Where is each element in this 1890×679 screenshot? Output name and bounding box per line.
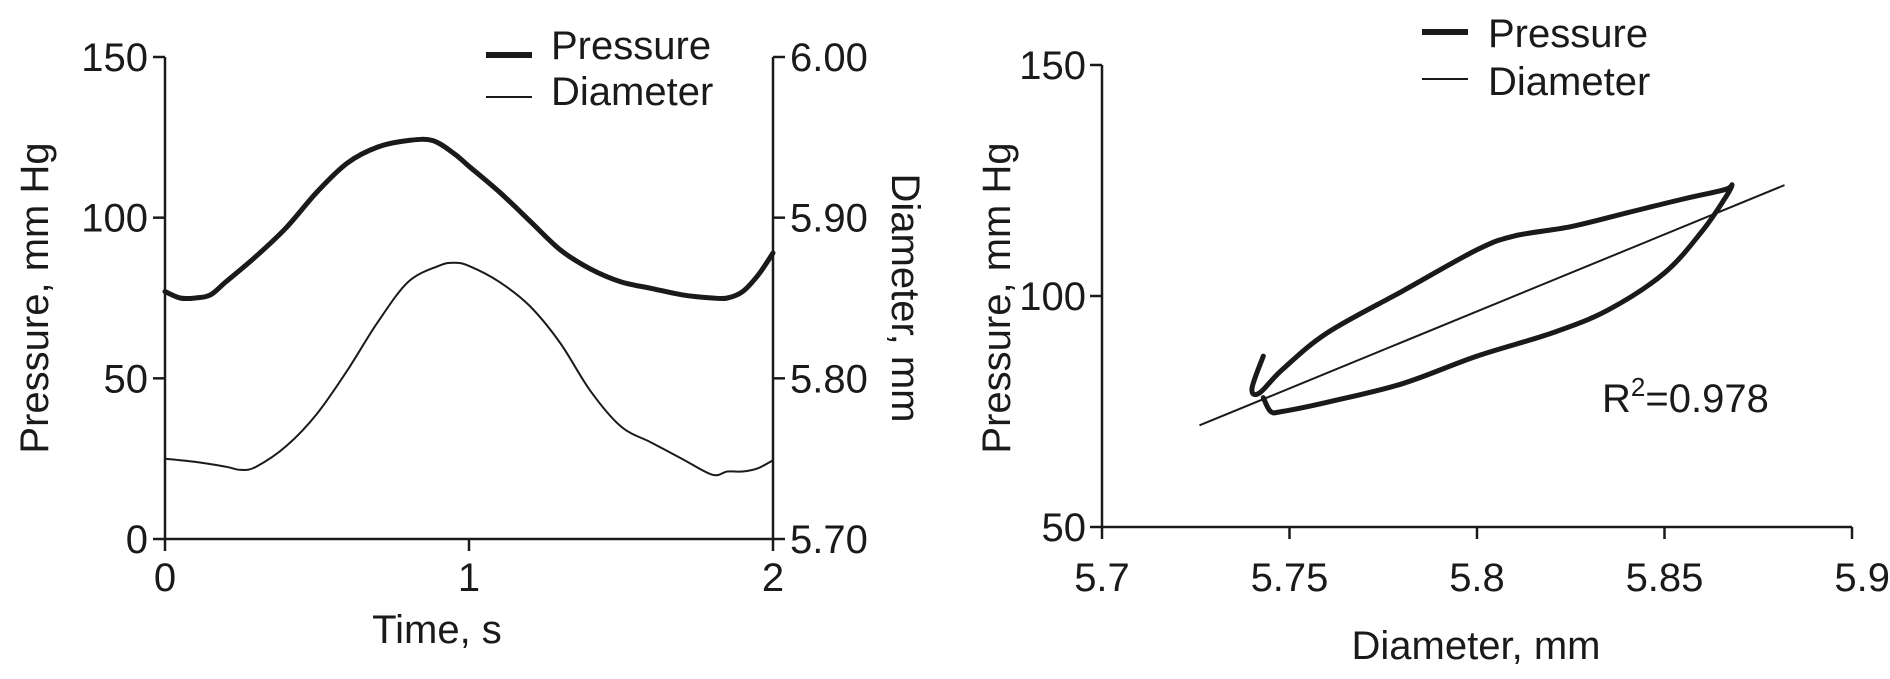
right-x-tick-label: 5.85: [1626, 556, 1704, 600]
right-y-axis-label: Pressure, mm Hg: [975, 142, 1019, 453]
pressure-diameter-loop: [1249, 182, 1735, 416]
r-squared-value: =0.978: [1645, 377, 1768, 421]
left-series: [162, 136, 776, 477]
left-y-tick-label: 150: [81, 36, 148, 80]
r-squared-prefix: R: [1602, 377, 1631, 421]
right-y-tick-label: 50: [1042, 506, 1087, 550]
left-y-tick-label: 50: [104, 357, 149, 401]
right-chart: 50 100 150 5.7 5.75 5.8 5.85 5.9 Diameter, mm P…: [975, 12, 1890, 668]
right-x-tick-label: 5.7: [1074, 556, 1130, 600]
left-y-tick-label: 100: [81, 197, 148, 241]
legend-pressure-label-right: Pressure: [1488, 12, 1648, 56]
left-y2-tick-label: 5.70: [790, 518, 868, 562]
left-y2-tick-label: 5.80: [790, 357, 868, 401]
left-x-tick-label: 1: [458, 556, 480, 600]
pressure-series-line: [162, 136, 776, 302]
right-plot-frame: [1100, 65, 1852, 529]
left-x-tick-label: 2: [762, 556, 784, 600]
left-x-axis-label: Time, s: [372, 608, 502, 652]
left-y2-axis-label: Diameter, mm: [883, 174, 927, 423]
right-axis-ticks: 50 100 150 5.7 5.75 5.8 5.85 5.9: [1019, 44, 1890, 600]
legend-pressure-label: Pressure: [551, 24, 711, 68]
left-x-tick-label: 0: [154, 556, 176, 600]
legend-diameter-label: Diameter: [551, 70, 713, 114]
right-y-tick-label: 150: [1019, 44, 1086, 88]
left-y-axis-label: Pressure, mm Hg: [13, 142, 57, 453]
legend-diameter-label-right: Diameter: [1488, 60, 1650, 104]
left-legend: Pressure Diameter: [486, 24, 713, 114]
diameter-series-line: [164, 261, 774, 477]
right-x-tick-label: 5.8: [1449, 556, 1505, 600]
left-y2-tick-label: 5.90: [790, 197, 868, 241]
left-y2-tick-label: 6.00: [790, 36, 868, 80]
right-x-tick-label: 5.9: [1834, 556, 1890, 600]
left-y-tick-label: 0: [126, 518, 148, 562]
left-axis-ticks: 0 50 100 150 5.70 5.80 5.90 6.00 0 1 2: [81, 36, 868, 600]
regression-line: [1199, 184, 1785, 427]
right-x-tick-label: 5.75: [1251, 556, 1329, 600]
right-legend: Pressure Diameter: [1422, 12, 1650, 104]
right-series: [1199, 182, 1785, 427]
right-y-tick-label: 100: [1019, 275, 1086, 319]
left-chart: 0 50 100 150 5.70 5.80 5.90 6.00 0 1 2 Time, s Pre…: [13, 24, 927, 652]
r-squared-annotation: R2=0.978: [1602, 372, 1769, 421]
r-squared-superscript: 2: [1631, 372, 1645, 402]
right-x-axis-label: Diameter, mm: [1352, 624, 1601, 668]
